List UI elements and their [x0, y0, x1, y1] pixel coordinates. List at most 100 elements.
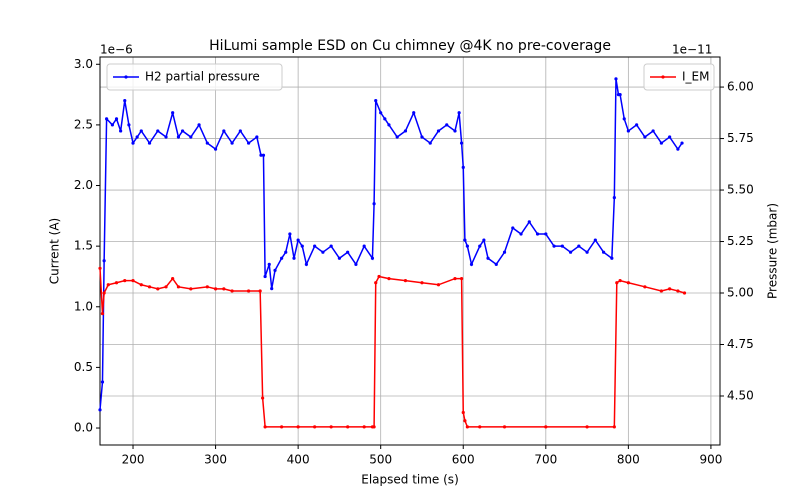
data-point: [420, 281, 424, 285]
data-point: [659, 141, 663, 145]
data-point: [635, 123, 639, 127]
data-point: [171, 111, 175, 115]
x-axis-label: Elapsed time (s): [361, 473, 459, 487]
data-point: [280, 425, 284, 429]
data-point: [247, 141, 251, 145]
data-point: [259, 153, 263, 157]
data-point: [100, 380, 105, 384]
data-point: [230, 289, 234, 293]
data-point: [459, 276, 464, 281]
data-point: [296, 425, 300, 429]
y-offset-label: 1e−6: [100, 43, 133, 57]
data-point: [362, 425, 366, 429]
data-point: [577, 244, 581, 248]
data-point: [205, 285, 209, 289]
y2-tick-label: 5.50: [727, 183, 754, 197]
y-tick-label: 2.0: [74, 178, 93, 192]
data-point: [321, 250, 325, 254]
data-point: [618, 279, 622, 283]
data-point: [374, 99, 378, 103]
data-point: [494, 262, 498, 266]
data-point: [296, 238, 300, 242]
data-point: [147, 285, 152, 289]
data-point: [612, 425, 616, 429]
data-point: [622, 117, 626, 121]
data-point: [189, 287, 193, 291]
legend-label: H2 partial pressure: [145, 70, 260, 84]
x-tick-label: 700: [534, 453, 557, 467]
y-tick-label: 0.5: [74, 360, 93, 374]
x-tick-label: 200: [122, 453, 145, 467]
data-point: [682, 291, 687, 295]
data-point: [127, 123, 131, 127]
data-point: [213, 287, 218, 291]
data-point: [482, 238, 486, 242]
data-point: [176, 135, 181, 139]
data-point: [502, 425, 507, 429]
data-point: [465, 425, 469, 429]
data-point: [610, 256, 614, 260]
data-point: [164, 285, 168, 289]
data-point: [238, 129, 242, 133]
data-point: [568, 250, 573, 254]
data-point: [135, 135, 139, 139]
data-point: [486, 256, 490, 260]
y-tick-label: 3.0: [74, 57, 93, 71]
data-point: [643, 135, 647, 139]
data-point: [527, 220, 531, 224]
data-point: [263, 425, 267, 429]
data-point: [478, 244, 482, 248]
data-point: [263, 274, 267, 279]
data-point: [114, 117, 119, 121]
data-point: [459, 141, 464, 145]
data-point: [436, 129, 441, 133]
y2-tick-label: 6.00: [727, 80, 754, 94]
data-point: [205, 141, 209, 145]
data-point: [230, 141, 234, 145]
data-point: [102, 259, 106, 263]
data-point: [403, 129, 408, 133]
data-point: [131, 279, 135, 283]
legend-box: [643, 63, 715, 91]
data-point: [412, 111, 416, 115]
data-point: [379, 111, 383, 115]
data-point: [372, 202, 376, 206]
data-point: [164, 135, 168, 139]
data-point: [478, 425, 482, 429]
data-point: [156, 287, 160, 291]
data-point: [284, 250, 288, 254]
data-point: [267, 262, 271, 266]
data-point: [436, 283, 441, 287]
data-point: [372, 425, 376, 429]
data-point: [346, 250, 350, 254]
data-point: [180, 129, 185, 133]
data-point: [643, 285, 647, 289]
data-point: [511, 226, 515, 230]
data-point: [461, 165, 465, 169]
data-point: [280, 256, 284, 260]
data-point: [300, 244, 304, 248]
data-point: [189, 135, 193, 139]
data-point: [98, 266, 102, 270]
data-point: [395, 135, 399, 139]
data-point: [105, 117, 109, 121]
data-point: [222, 129, 226, 133]
data-point: [469, 262, 474, 266]
data-point: [114, 281, 119, 285]
data-point: [362, 244, 366, 248]
data-point: [445, 123, 449, 127]
data-point: [110, 123, 114, 127]
data-point: [255, 135, 259, 139]
series-line: [99, 78, 683, 410]
y-tick-label: 1.5: [74, 239, 93, 253]
y2-tick-label: 5.25: [727, 234, 754, 248]
y2-offset-label: 1e−11: [672, 43, 712, 57]
data-point: [100, 312, 105, 316]
data-point: [102, 291, 106, 295]
data-point: [213, 147, 218, 151]
x-tick-label: 900: [699, 453, 722, 467]
data-point: [131, 141, 135, 145]
y2-tick-label: 4.75: [727, 337, 754, 351]
data-point: [614, 77, 618, 81]
